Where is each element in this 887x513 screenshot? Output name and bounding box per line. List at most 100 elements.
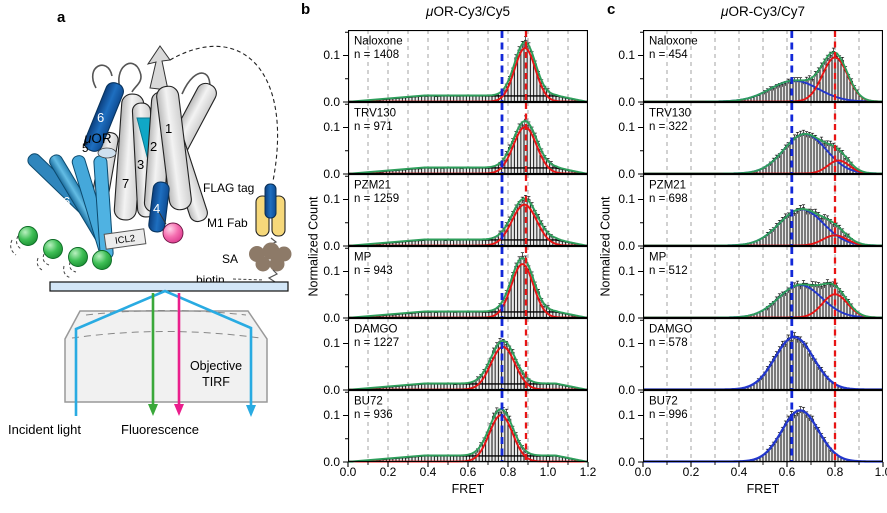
objective-label-line2: TIRF xyxy=(202,375,230,389)
tm6-fan-helices xyxy=(27,153,114,260)
acceptor-dye-sphere xyxy=(162,222,184,244)
histogram-row-trv130: 0.1 0.0 TRV130 n = 971 xyxy=(296,102,590,181)
panel-b-xlabel: FRET xyxy=(451,482,485,496)
ligand-label: PZM21 xyxy=(649,180,686,192)
panel-c-title-rest: OR-Cy3/Cy7 xyxy=(728,4,805,19)
incident-light-arrowhead xyxy=(246,405,256,417)
helix-3-number: 3 xyxy=(137,157,144,172)
n-count-label: n = 936 xyxy=(354,409,393,421)
y-tick-label: 0.0 xyxy=(323,310,340,325)
svg-text:ICL2: ICL2 xyxy=(114,233,135,247)
histogram-bars xyxy=(642,207,884,247)
y-tick-label: 0.1 xyxy=(618,192,635,206)
fluorescence-green-arrowhead xyxy=(148,404,158,416)
y-tick-label: 0.0 xyxy=(618,382,635,397)
helix-4 xyxy=(148,181,170,233)
objective-body xyxy=(64,310,268,403)
y-tick-label: 0.0 xyxy=(323,166,340,181)
histogram-row-damgo: 0.1 0.0 DAMGO n = 1227 xyxy=(296,318,590,397)
y-tick-label: 0.1 xyxy=(618,120,635,134)
y-tick-label: 0.1 xyxy=(323,408,340,422)
panel-b-xaxis: 0.0 0.2 0.4 0.6 0.8 1.0 1.2 xyxy=(340,463,597,479)
histogram-row-mp: 0.1 0.0 MP n = 512 xyxy=(594,246,887,325)
y-tick-label: 0.1 xyxy=(618,264,635,278)
histogram-row-damgo: 0.1 0.0 DAMGO n = 578 xyxy=(594,318,887,397)
n-count-label: n = 1259 xyxy=(354,193,399,205)
donor-dye-spheres xyxy=(18,226,112,270)
n-count-label: n = 971 xyxy=(354,121,393,133)
panel-a-label: a xyxy=(57,9,66,26)
x-tick-label: 0.6 xyxy=(778,465,796,479)
histogram-row-naloxone: 0.1 0.0 Naloxone n = 454 xyxy=(594,30,887,109)
y-tick-label: 0.0 xyxy=(618,166,635,181)
panel-b-label: b xyxy=(301,1,311,18)
y-tick-label: 0.0 xyxy=(323,238,340,253)
histogram-row-naloxone: 0.1 0.0 Naloxone n = 1408 xyxy=(296,30,590,109)
panel-c-rows: 0.1 0.0 Naloxone n = 454 0.1 0.0 TRV130 n = 322… xyxy=(594,30,887,469)
ligand-label: BU72 xyxy=(354,396,383,408)
panel-b-rows: 0.1 0.0 Naloxone n = 1408 0.1 0.0 TRV130 n = 97… xyxy=(296,30,590,469)
flag-tag-rod xyxy=(264,183,277,219)
helix-6-fan-number: 6 xyxy=(63,194,70,209)
panel-b-title: μOR-Cy3/Cy5 xyxy=(348,4,588,19)
y-tick-label: 0.1 xyxy=(618,336,635,350)
panel-c-label: c xyxy=(607,1,616,18)
x-tick-label: 1.0 xyxy=(874,465,887,479)
incident-light-label: Incident light xyxy=(8,422,81,437)
n-terminus-linker-line xyxy=(169,45,278,182)
y-tick-label: 0.0 xyxy=(323,94,340,109)
ligand-label: DAMGO xyxy=(354,324,398,336)
histogram-row-pzm21: 0.1 0.0 PZM21 n = 1259 xyxy=(296,174,590,253)
y-tick-label: 0.1 xyxy=(618,408,635,422)
y-tick-label: 0.0 xyxy=(618,94,635,109)
sa-label: SA xyxy=(222,252,238,266)
histogram-row-bu72: 0.1 0.0 BU72 n = 936 xyxy=(296,390,590,469)
helices-front xyxy=(113,85,192,221)
beta-hairpin xyxy=(146,45,171,91)
helix-4-number: 4 xyxy=(153,201,160,216)
histogram-row-pzm21: 0.1 0.0 PZM21 n = 698 xyxy=(594,174,887,253)
x-tick-label: 1.2 xyxy=(579,465,597,479)
histogram-row-mp: 0.1 0.0 MP n = 943 xyxy=(296,246,590,325)
n-count-label: n = 454 xyxy=(649,49,688,61)
ligand-label: TRV130 xyxy=(649,108,691,120)
x-tick-label: 0.4 xyxy=(419,465,437,479)
histogram-plot-c-mp: MPn = 512 xyxy=(638,246,884,319)
panel-b-title-rest: OR-Cy3/Cy5 xyxy=(433,4,510,19)
biotin-pointer-line xyxy=(232,278,265,281)
flag-tag-label: FLAG tag xyxy=(203,181,254,195)
n-count-label: n = 578 xyxy=(649,337,688,349)
helix-5-number: 5 xyxy=(82,143,88,155)
panel-c-xaxis: 0.0 0.2 0.4 0.6 0.8 1.0 xyxy=(635,463,887,479)
panel-c-xlabel: FRET xyxy=(746,482,780,496)
y-tick-label: 0.0 xyxy=(323,382,340,397)
helix-6-upper xyxy=(84,82,124,152)
n-count-label: n = 322 xyxy=(649,121,688,133)
fab-assembly xyxy=(232,183,292,283)
y-tick-label: 0.0 xyxy=(618,310,635,325)
y-tick-label: 0.1 xyxy=(323,336,340,350)
panel-c-histograms: c μOR-Cy3/Cy7 Normalized Count 0.1 0.0 Nal… xyxy=(594,0,887,513)
x-tick-label: 0.0 xyxy=(339,465,357,479)
panel-c-title: μOR-Cy3/Cy7 xyxy=(643,4,883,19)
x-tick-label: 0.0 xyxy=(634,465,652,479)
ligand-label: DAMGO xyxy=(649,324,693,336)
y-tick-label: 0.1 xyxy=(323,120,340,134)
n-count-label: n = 1227 xyxy=(354,337,399,349)
x-tick-label: 0.4 xyxy=(730,465,748,479)
lens-curve-upper xyxy=(85,310,247,316)
dye-linker-line xyxy=(158,211,167,225)
ligand-label: Naloxone xyxy=(354,36,403,48)
panel-b-title-mu: μ xyxy=(426,4,434,19)
y-tick-label: 0.1 xyxy=(323,192,340,206)
